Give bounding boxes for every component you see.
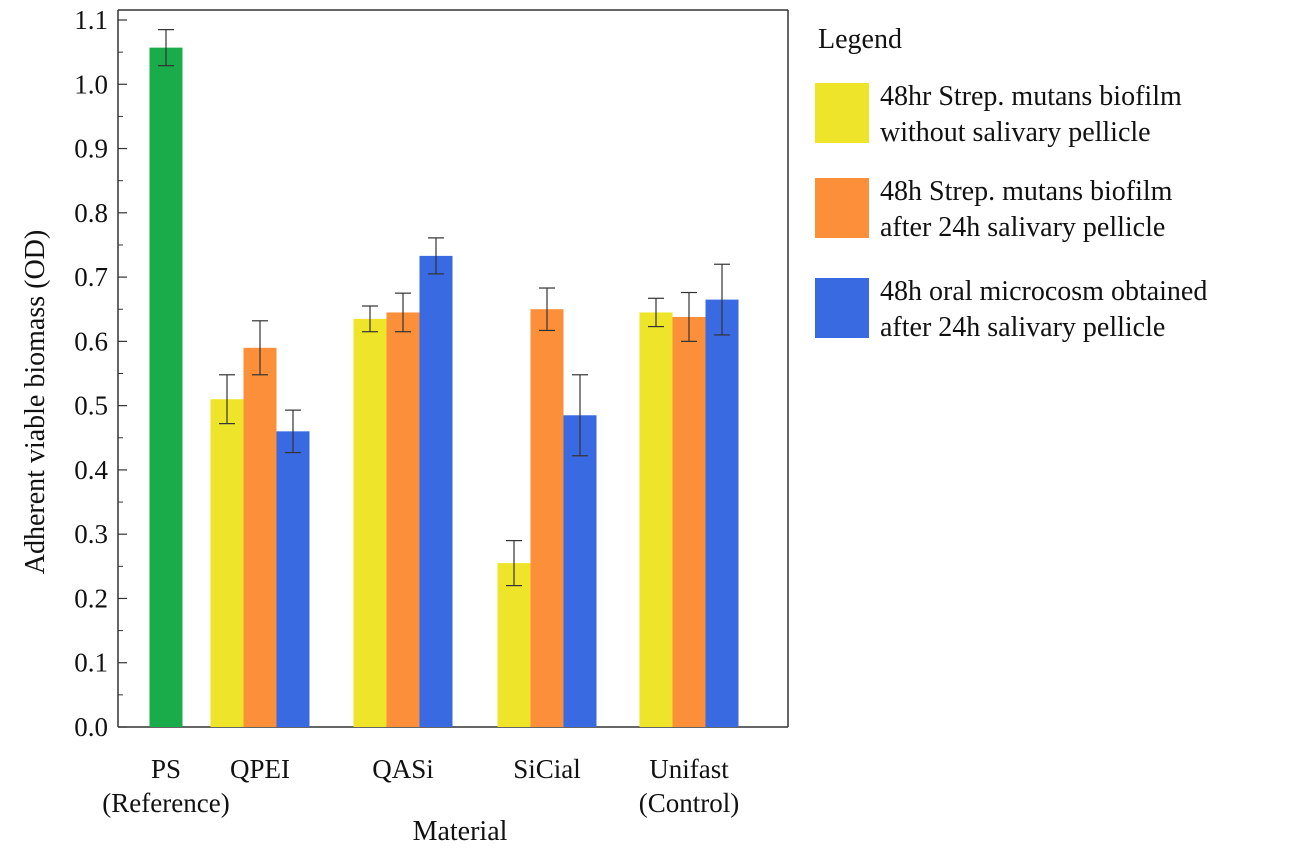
legend-swatch <box>815 278 869 338</box>
legend-title: Legend <box>818 24 902 55</box>
legend-label: 48h Strep. mutans biofilm <box>880 176 1173 207</box>
y-tick-label: 0.5 <box>74 391 108 421</box>
x-tick-label: PS <box>151 754 181 784</box>
bar <box>243 347 277 727</box>
legend: Legend 48hr Strep. mutans biofilm without… <box>815 24 1207 343</box>
y-axis-title: Adherent viable biomass (OD) <box>20 230 51 574</box>
legend-swatch <box>815 178 869 238</box>
bar <box>210 399 244 727</box>
x-tick-label-line2: (Control) <box>639 788 740 818</box>
x-axis: PS (Reference)QPEI QASi SiCial Unifast (Contr… <box>102 754 739 818</box>
legend-label: after 24h salivary pellicle <box>880 312 1165 343</box>
y-tick-label: 0.6 <box>74 326 108 356</box>
bar <box>639 312 673 727</box>
bar-reference <box>149 47 183 728</box>
bar <box>386 312 420 727</box>
legend-label: 48h oral microcosm obtained <box>880 276 1207 307</box>
y-tick-label: 0.1 <box>74 648 108 678</box>
y-tick-label: 0.0 <box>74 712 108 742</box>
y-tick-label: 1.1 <box>74 5 108 35</box>
y-tick-label: 0.9 <box>74 134 108 164</box>
y-tick-label: 0.2 <box>74 583 108 613</box>
y-axis: 0.0 0.1 0.2 0.3 0.4 0.5 0.6 0.7 0.8 0.9 1.0 1.1 <box>74 5 127 742</box>
legend-label: without salivary pellicle <box>880 117 1151 148</box>
legend-label: 48hr Strep. mutans biofilm <box>880 81 1182 112</box>
y-tick-label: 0.3 <box>74 519 108 549</box>
y-tick-label: 0.4 <box>74 455 108 485</box>
bar <box>530 309 564 727</box>
bar <box>705 299 739 727</box>
bar <box>419 255 453 727</box>
bar <box>497 563 531 727</box>
bar <box>276 431 310 727</box>
x-tick-label: Unifast <box>649 754 729 784</box>
bar <box>672 316 706 727</box>
x-tick-label: QPEI <box>230 754 290 784</box>
x-tick-label-line2: (Reference) <box>102 788 229 818</box>
bars-group <box>149 29 739 728</box>
y-tick-label: 0.8 <box>74 198 108 228</box>
bar <box>353 318 387 727</box>
y-tick-label: 0.7 <box>74 262 108 292</box>
x-tick-label: QASi <box>372 754 434 784</box>
bar <box>563 415 597 727</box>
x-axis-title: Material <box>413 816 508 847</box>
y-tick-label: 1.0 <box>74 69 108 99</box>
legend-swatch <box>815 83 869 143</box>
legend-label: after 24h salivary pellicle <box>880 212 1165 243</box>
x-tick-label: SiCial <box>513 754 581 784</box>
